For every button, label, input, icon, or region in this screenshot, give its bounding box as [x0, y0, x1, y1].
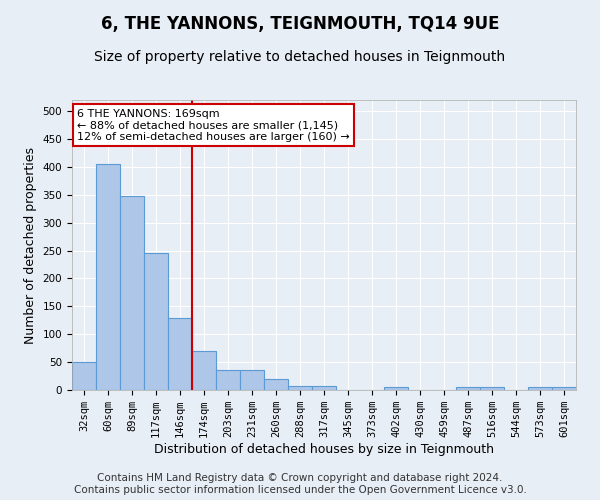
- Bar: [216, 370, 240, 390]
- Bar: [312, 386, 336, 390]
- Bar: [264, 379, 288, 390]
- Bar: [288, 386, 312, 390]
- Y-axis label: Number of detached properties: Number of detached properties: [24, 146, 37, 344]
- Text: Size of property relative to detached houses in Teignmouth: Size of property relative to detached ho…: [94, 50, 506, 64]
- Bar: [168, 318, 192, 390]
- Bar: [528, 387, 552, 390]
- Text: 6, THE YANNONS, TEIGNMOUTH, TQ14 9UE: 6, THE YANNONS, TEIGNMOUTH, TQ14 9UE: [101, 15, 499, 33]
- Bar: [72, 362, 96, 390]
- Bar: [144, 253, 168, 390]
- Bar: [480, 387, 504, 390]
- Bar: [96, 164, 120, 390]
- Bar: [120, 196, 144, 390]
- Text: 6 THE YANNONS: 169sqm
← 88% of detached houses are smaller (1,145)
12% of semi-d: 6 THE YANNONS: 169sqm ← 88% of detached …: [77, 108, 350, 142]
- Bar: [384, 387, 408, 390]
- Bar: [240, 370, 264, 390]
- Bar: [456, 387, 480, 390]
- Bar: [192, 351, 216, 390]
- Text: Contains HM Land Registry data © Crown copyright and database right 2024.
Contai: Contains HM Land Registry data © Crown c…: [74, 474, 526, 495]
- Bar: [552, 387, 576, 390]
- X-axis label: Distribution of detached houses by size in Teignmouth: Distribution of detached houses by size …: [154, 443, 494, 456]
